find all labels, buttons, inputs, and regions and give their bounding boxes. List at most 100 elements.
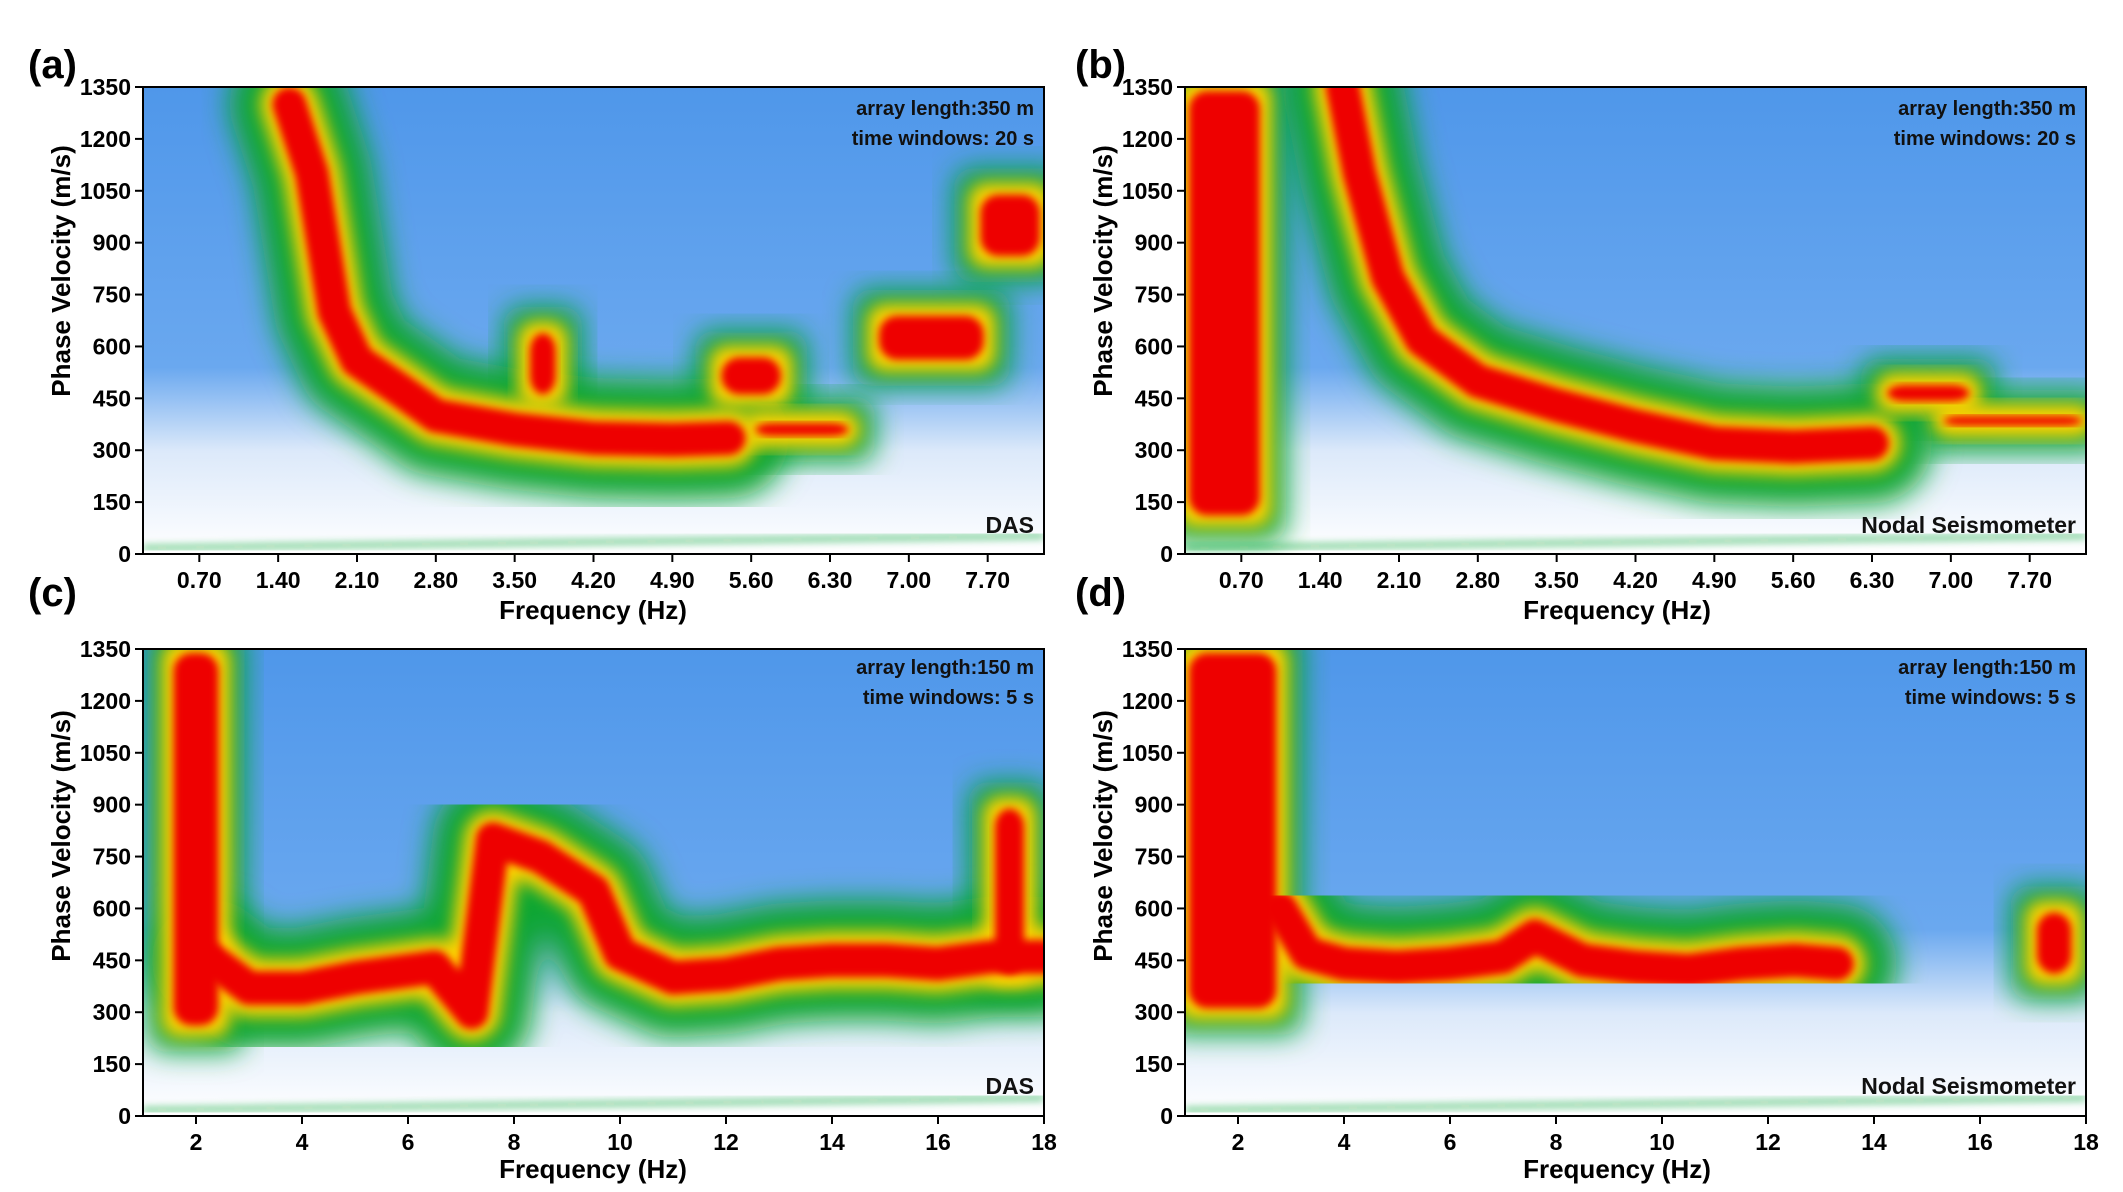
x-tick-label: 7.00: [1928, 567, 1973, 593]
heatmap-layers: [1185, 87, 2086, 554]
panel-label: (c): [28, 571, 77, 615]
x-tick-label: 2.80: [1455, 567, 1500, 593]
panel-d: (d) 0 150 300 450 600 750 900 1050 1200 1350 2 4 6 8…: [1075, 571, 2099, 1184]
y-tick-label: 600: [93, 333, 131, 359]
x-tick-label: 12: [1755, 1129, 1781, 1155]
x-tick-label: 6.30: [1850, 567, 1895, 593]
ridge-red-core: [194, 822, 1044, 1030]
plot-frame: [1184, 648, 2087, 1117]
y-axis-ticks: 0 150 300 450 600 750 900 1050 1200 1350: [1122, 636, 1185, 1129]
x-tick-label: 14: [1861, 1129, 1887, 1155]
feature-red-core: [529, 333, 556, 395]
low-velocity-streak: [1185, 1095, 2086, 1113]
heatmap-background: [1185, 649, 2086, 1116]
heatmap-plot: [1184, 648, 2087, 1117]
y-tick-label: 0: [118, 1103, 131, 1129]
y-tick-label: 900: [1135, 792, 1173, 818]
y-axis-ticks: 0 150 300 450 600 750 900 1050 1200 1350: [1122, 74, 1185, 567]
x-tick-label: 1.40: [1298, 567, 1343, 593]
x-tick-label: 7.70: [965, 567, 1010, 593]
y-tick-label: 1350: [1122, 636, 1173, 662]
y-tick-label: 900: [93, 230, 131, 256]
low-velocity-streak: [1185, 533, 2086, 551]
heatmap-plot: [142, 648, 1045, 1117]
y-axis-title: Phase Velocity (m/s): [46, 710, 76, 961]
x-tick-label: 1.40: [256, 567, 301, 593]
feature-red-core: [1189, 653, 1277, 1009]
feature-red-core: [1943, 416, 2082, 426]
y-tick-label: 900: [93, 792, 131, 818]
y-tick-label: 300: [1135, 437, 1173, 463]
x-tick-label: 2.80: [413, 567, 458, 593]
y-tick-label: 600: [93, 895, 131, 921]
feature-red-core: [721, 357, 781, 395]
y-axis-ticks: 0 150 300 450 600 750 900 1050 1200 1350: [80, 74, 143, 567]
annotation-time-windows: time windows: 20 s: [1894, 128, 2076, 150]
x-tick-label: 5.60: [1771, 567, 1816, 593]
y-tick-label: 150: [93, 1051, 131, 1077]
y-axis-title: Phase Velocity (m/s): [46, 145, 76, 396]
panel-c: (c) 0 150 300 450 600 750 900 1050 1200 1350 2 4 6 8…: [28, 571, 1057, 1184]
annotation-time-windows: time windows: 5 s: [1905, 687, 2076, 709]
y-tick-label: 750: [93, 844, 131, 870]
annotation-time-windows: time windows: 5 s: [863, 687, 1034, 709]
y-tick-label: 750: [93, 282, 131, 308]
y-tick-label: 1200: [1122, 688, 1173, 714]
y-tick-label: 1200: [1122, 126, 1173, 152]
feature-red-core: [2037, 912, 2072, 974]
y-tick-label: 0: [1160, 541, 1173, 567]
x-axis-ticks: 0.70 1.40 2.10 2.80 3.50 4.20 4.90 5.60 6.30 7.00…: [1219, 554, 2052, 593]
annotation-array-length: array length:150 m: [1898, 657, 2076, 679]
y-tick-label: 0: [1160, 1103, 1173, 1129]
heatmap-layers: [143, 649, 1044, 1116]
feature-red-core: [879, 315, 984, 360]
x-axis-title: Frequency (Hz): [1523, 1154, 1711, 1184]
x-axis-title: Frequency (Hz): [499, 595, 687, 625]
y-tick-label: 600: [1135, 895, 1173, 921]
y-axis-ticks: 0 150 300 450 600 750 900 1050 1200 1350: [80, 636, 143, 1129]
x-tick-label: 4.90: [1692, 567, 1737, 593]
x-tick-label: 5.60: [729, 567, 774, 593]
x-tick-label: 6: [1444, 1129, 1457, 1155]
y-tick-label: 1050: [1122, 178, 1173, 204]
x-tick-label: 6: [402, 1129, 415, 1155]
x-tick-label: 3.50: [1534, 567, 1579, 593]
heatmap-plot: [1184, 86, 2087, 555]
feature-red-core: [173, 653, 219, 1026]
x-axis-ticks: 0.70 1.40 2.10 2.80 3.50 4.20 4.90 5.60 6.30 7.00…: [177, 554, 1010, 593]
x-tick-label: 7.00: [886, 567, 931, 593]
ridge-red-core: [272, 87, 746, 457]
heatmap-plot: [142, 86, 1045, 555]
x-tick-label: 2: [1232, 1129, 1245, 1155]
x-tick-label: 4.90: [650, 567, 695, 593]
x-tick-label: 10: [607, 1129, 633, 1155]
panel-label: (b): [1075, 43, 1126, 87]
x-tick-label: 16: [925, 1129, 951, 1155]
x-axis-ticks: 2 4 6 8 10 12 14 16 18: [190, 1116, 1057, 1155]
x-tick-label: 2: [190, 1129, 203, 1155]
heatmap-layers: [1185, 649, 2086, 1116]
x-tick-label: 7.70: [2007, 567, 2052, 593]
y-tick-label: 750: [1135, 844, 1173, 870]
plot-frame: [142, 648, 1045, 1117]
x-tick-label: 4: [296, 1129, 309, 1155]
x-tick-label: 0.70: [1219, 567, 1264, 593]
y-axis-title: Phase Velocity (m/s): [1088, 710, 1118, 961]
low-velocity-streak: [143, 1095, 1044, 1113]
y-tick-label: 150: [93, 489, 131, 515]
heatmap-layers: [143, 87, 1044, 554]
y-tick-label: 300: [1135, 999, 1173, 1025]
panel-a: (a) 0 150 300 450 600 750 900 1050 1200 1350 0.70…: [28, 43, 1045, 625]
y-tick-label: 1200: [80, 126, 131, 152]
y-tick-label: 450: [1135, 947, 1173, 973]
y-tick-label: 900: [1135, 230, 1173, 256]
ridge-red-core: [1325, 87, 1890, 464]
x-tick-label: 16: [1967, 1129, 1993, 1155]
y-axis-title: Phase Velocity (m/s): [1088, 145, 1118, 396]
x-tick-label: 0.70: [177, 567, 222, 593]
feature-red-core: [1189, 91, 1260, 516]
low-velocity-streak: [143, 533, 1044, 551]
feature-red-core: [995, 808, 1025, 974]
x-tick-label: 4.20: [571, 567, 616, 593]
x-tick-label: 8: [508, 1129, 521, 1155]
